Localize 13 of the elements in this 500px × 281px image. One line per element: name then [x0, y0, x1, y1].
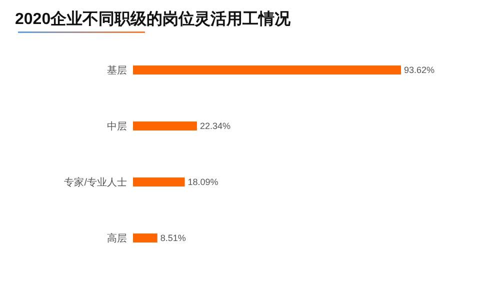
data-label: 93.62% [404, 65, 435, 76]
data-label: 22.34% [200, 121, 230, 132]
chart-title: 2020企业不同职级的岗位灵活用工情况 [15, 10, 292, 28]
bar [133, 234, 158, 242]
y-tick-label: 中层 [107, 120, 127, 132]
bar [133, 122, 197, 130]
data-label: 8.51% [160, 233, 186, 244]
bar [133, 66, 401, 74]
bar [133, 178, 185, 186]
data-label: 18.09% [188, 177, 218, 188]
y-tick-label: 高层 [107, 232, 127, 244]
y-tick-label: 专家/专业人士 [64, 176, 127, 188]
y-tick-label: 基层 [107, 64, 127, 76]
